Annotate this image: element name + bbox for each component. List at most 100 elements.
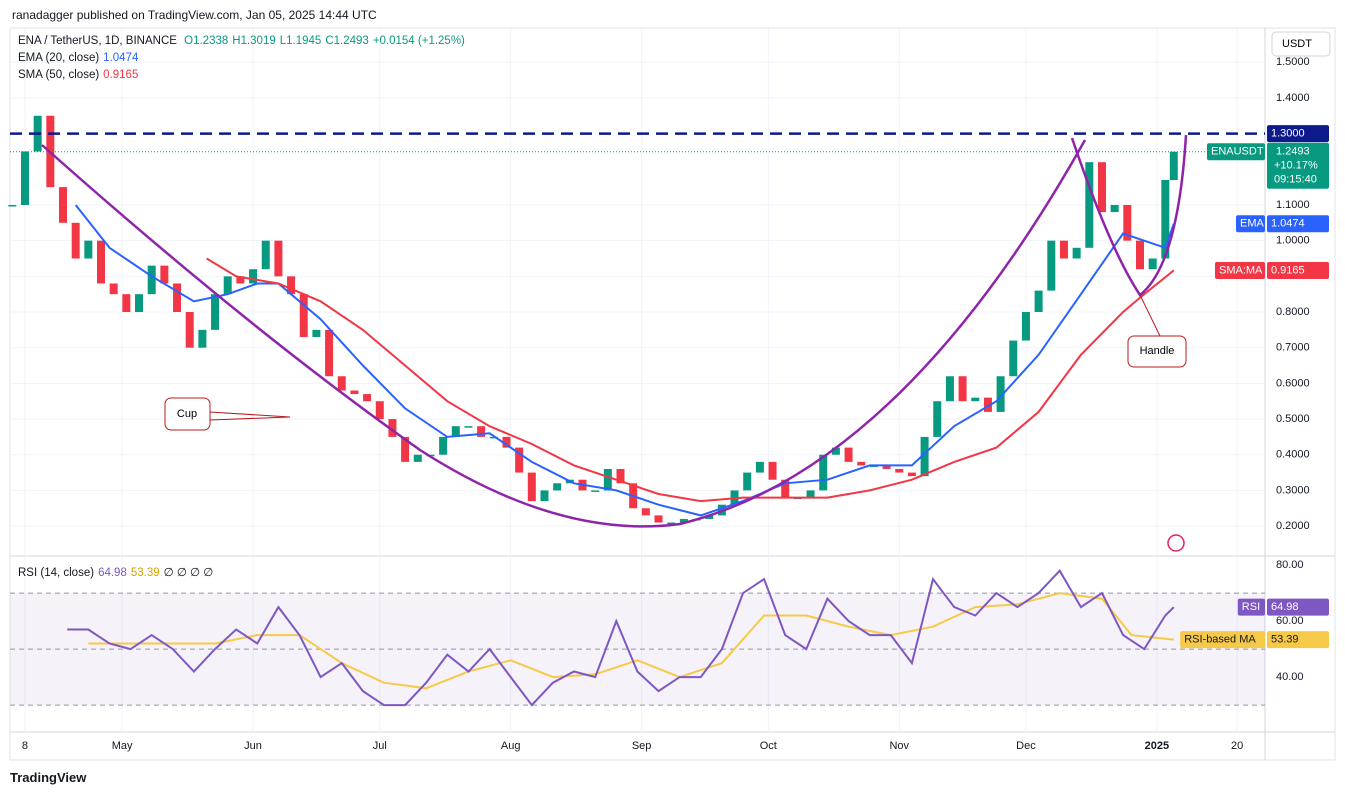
handle-pointer <box>1139 294 1161 337</box>
candle <box>325 329 334 377</box>
candle <box>819 454 828 491</box>
candle <box>363 394 372 402</box>
y-tick-label: 0.8000 <box>1276 306 1310 318</box>
ohlc-value: L1.1945 <box>279 35 322 47</box>
candle <box>654 515 663 523</box>
candle <box>1021 312 1030 341</box>
cup-pointer <box>209 416 291 421</box>
line <box>67 569 1175 707</box>
rsi-legend: RSI (14, close) 64.98 53.39 ∅ ∅ ∅ ∅ <box>18 565 217 579</box>
series-tag-bg <box>1237 598 1265 616</box>
candle <box>375 401 384 420</box>
candle <box>616 469 625 484</box>
series-value: 64.98 <box>1271 601 1299 613</box>
legend-name: SMA (50, close) <box>18 69 100 81</box>
x-tick-label: 2025 <box>1145 740 1169 752</box>
candle <box>1034 290 1043 313</box>
candle <box>1148 258 1157 270</box>
change: +10.17% <box>1274 160 1318 172</box>
candle <box>223 276 232 295</box>
candle <box>401 436 410 462</box>
cup-pointer <box>209 411 291 418</box>
candle <box>743 472 752 491</box>
candle <box>857 461 866 466</box>
candle <box>337 376 346 391</box>
candle <box>160 265 169 284</box>
cup-box <box>164 397 211 431</box>
legend-value: 0.9165 <box>103 69 139 81</box>
candle <box>287 276 296 295</box>
y-tick-label: 80.00 <box>1276 559 1304 571</box>
line <box>206 257 1175 503</box>
candle <box>1110 204 1119 213</box>
candle <box>641 508 650 516</box>
candle <box>603 469 612 491</box>
x-tick-label: Jun <box>244 740 262 752</box>
candle <box>388 419 397 437</box>
candle <box>527 472 536 502</box>
legend-value: 64.98 <box>98 567 127 579</box>
ohlc-value: C1.2493 <box>325 35 369 47</box>
cup-curve <box>41 139 1087 528</box>
x-tick-label: Oct <box>760 740 777 752</box>
candle <box>97 240 106 284</box>
cup-label: Cup <box>177 408 197 420</box>
currency[interactable]: USDT <box>1282 38 1312 50</box>
candle <box>173 283 182 313</box>
series-value-bg <box>1267 261 1329 279</box>
publisher: ranadagger published on TradingView.com,… <box>12 8 377 22</box>
candle <box>591 490 600 492</box>
ema-legend: EMA (20, close) 1.0474 <box>18 52 142 64</box>
candle <box>464 426 473 428</box>
candle <box>1097 162 1106 213</box>
footer-logo: TradingView <box>10 770 87 785</box>
candle <box>122 294 131 313</box>
x-tick-label: Jul <box>373 740 387 752</box>
candle <box>477 426 486 437</box>
alert-icon <box>1167 534 1185 552</box>
x-tick-label: Dec <box>1016 740 1036 752</box>
candle <box>1169 151 1178 180</box>
y-tick-label: 60.00 <box>1276 615 1304 627</box>
candle <box>831 447 840 455</box>
legend-name: RSI (14, close) <box>18 567 95 579</box>
y-tick-label: 0.7000 <box>1276 342 1310 354</box>
candle <box>1072 247 1081 259</box>
series-tag-bg <box>1180 631 1265 649</box>
series-value-bg <box>1267 215 1329 233</box>
y-tick-label: 1.1000 <box>1276 199 1310 211</box>
y-tick-label: 1.4000 <box>1276 92 1310 104</box>
candle <box>236 276 245 284</box>
symbol-tag-bg <box>1207 143 1265 161</box>
series-tag-bg <box>1236 215 1265 233</box>
legend-extra: ∅ ∅ ∅ ∅ <box>163 567 214 579</box>
candle <box>1009 340 1018 377</box>
series-value-bg <box>1267 631 1329 649</box>
y-tick-label: 0.2000 <box>1276 520 1310 532</box>
legend-value: 1.0474 <box>103 52 139 64</box>
candle <box>844 447 853 462</box>
candle <box>135 294 144 313</box>
y-tick-label: 0.6000 <box>1276 377 1310 389</box>
y-tick-label: 40.00 <box>1276 671 1304 683</box>
x-tick-label: Aug <box>501 740 521 752</box>
candle <box>59 187 68 223</box>
candle <box>249 269 258 284</box>
line <box>74 204 1175 517</box>
candle <box>515 447 524 473</box>
candle <box>261 240 270 270</box>
candle <box>198 329 207 348</box>
symbol-tag: ENAUSDT <box>1211 146 1264 158</box>
countdown: 09:15:40 <box>1274 174 1317 186</box>
sma-legend: SMA (50, close) 0.9165 <box>18 69 142 81</box>
currency-button[interactable] <box>1271 31 1331 57</box>
candle <box>71 222 80 259</box>
series-value: 1.0474 <box>1271 218 1305 230</box>
candle <box>185 312 194 348</box>
candle <box>983 397 992 412</box>
x-tick-label: Sep <box>632 740 652 752</box>
series-tag: RSI <box>1242 601 1260 613</box>
price-legend: ENA / TetherUS, 1D, BINANCE O1.2338 H1.30… <box>18 35 473 47</box>
series-value: 0.9165 <box>1271 264 1305 276</box>
